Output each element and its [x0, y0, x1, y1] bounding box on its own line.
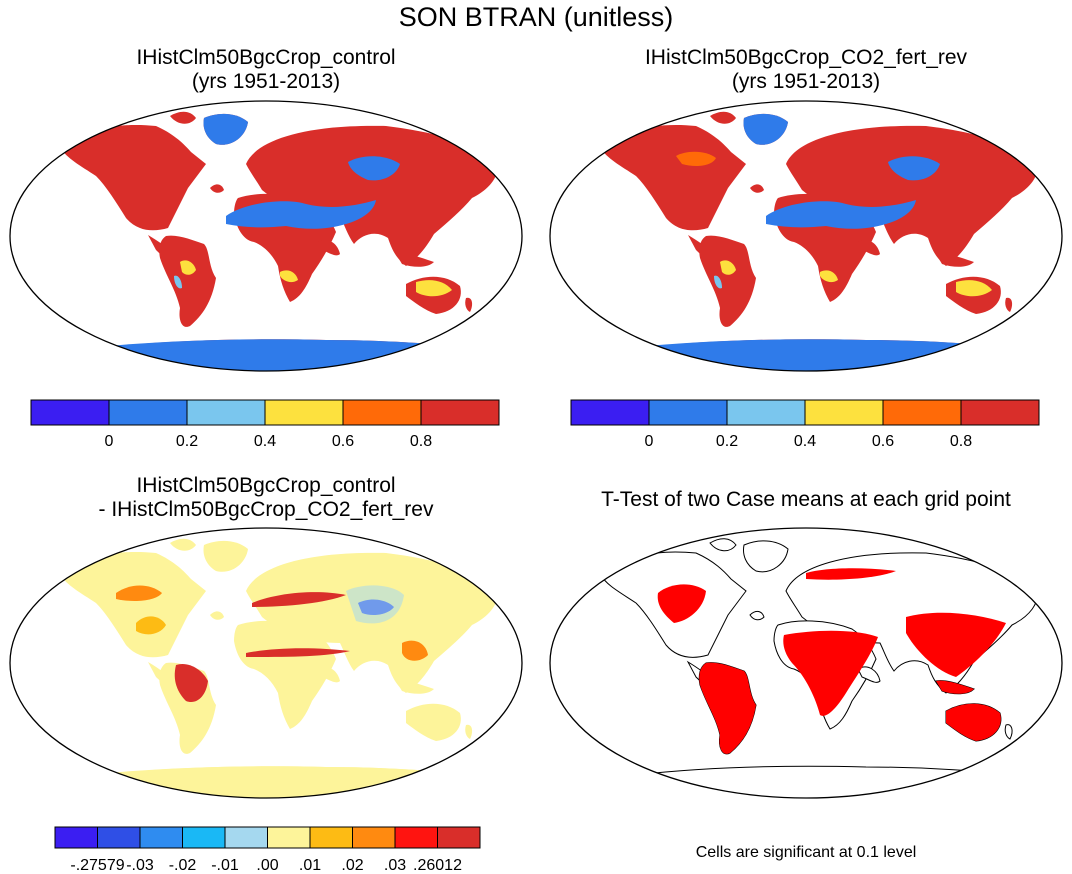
map-panel-4 [549, 527, 1063, 799]
panel-1-title: IHistClm50BgcCrop_control (yrs 1951-2013… [16, 46, 516, 94]
colorbar-diff-swatch-6 [309, 826, 353, 849]
colorbar-1-swatch-1 [108, 399, 188, 426]
colorbar-2-swatch-0 [570, 399, 650, 426]
colorbar-1-swatch-3 [264, 399, 344, 426]
panel-2-title-line1: IHistClm50BgcCrop_CO2_fert_rev [644, 46, 968, 69]
colorbar-diff-label-2: -.02 [169, 857, 197, 874]
colorbar-diff-swatch-4 [224, 826, 268, 849]
colorbar-1-swatch-0 [30, 399, 110, 426]
colorbar-1-label-3: 0.6 [332, 433, 354, 450]
panel-4-title-line1: T-Test of two Case means at each grid po… [601, 488, 1011, 511]
panel-3-title: IHistClm50BgcCrop_control - IHistClm50Bg… [16, 474, 516, 522]
panel-2-title-line2: (yrs 1951-2013) [731, 70, 881, 93]
panel-1-title-line2: (yrs 1951-2013) [191, 70, 341, 93]
colorbar-2-label-3: 0.6 [872, 433, 894, 450]
colorbar-diff-label-4: .00 [256, 857, 278, 874]
colorbar-diff-swatch-5 [267, 826, 311, 849]
colorbar-difference: -.27579 -.03 -.02 -.01 .00 .01 .02 .03 .26012 [54, 826, 481, 874]
panel-3-title-line1: IHistClm50BgcCrop_control [136, 474, 396, 497]
colorbar-1-label-4: 0.8 [410, 433, 432, 450]
colorbar-2-swatch-4 [882, 399, 962, 426]
colorbar-2-label-0: 0 [645, 433, 654, 450]
colorbar-2-label-2: 0.4 [794, 433, 816, 450]
colorbar-diff-swatch-0 [54, 826, 98, 849]
map-panel-1 [9, 100, 523, 372]
colorbar-2-label-4: 0.8 [950, 433, 972, 450]
colorbar-diff-swatch-9 [437, 826, 481, 849]
colorbar-1-swatch-2 [186, 399, 266, 426]
colorbar-diff-swatch-7 [352, 826, 396, 849]
panel-1-title-line1: IHistClm50BgcCrop_control [136, 46, 396, 69]
panel-3-title-line2: - IHistClm50BgcCrop_CO2_fert_rev [98, 498, 434, 521]
colorbar-1-label-2: 0.4 [254, 433, 276, 450]
colorbar-diff-swatch-8 [394, 826, 438, 849]
colorbar-2-swatch-5 [960, 399, 1040, 426]
colorbar-diff-label-8: .26012 [413, 857, 462, 874]
colorbar-diff-swatch-1 [97, 826, 141, 849]
panel-4-title: T-Test of two Case means at each grid po… [540, 488, 1072, 512]
colorbar-diff-label-3: -.01 [211, 857, 239, 874]
colorbar-1-swatch-4 [342, 399, 422, 426]
colorbar-diff-label-5: .01 [299, 857, 321, 874]
colorbar-1-swatch-5 [420, 399, 500, 426]
colorbar-panel-1: 0 0.2 0.4 0.6 0.8 [30, 399, 500, 450]
colorbar-diff-label-0: -.27579 [70, 857, 124, 874]
significance-note: Cells are significant at 0.1 level [695, 844, 917, 861]
panel-2-title: IHistClm50BgcCrop_CO2_fert_rev (yrs 1951… [556, 46, 1056, 94]
colorbar-1-label-0: 0 [105, 433, 114, 450]
colorbar-1-label-1: 0.2 [176, 433, 198, 450]
colorbar-panel-2: 0 0.2 0.4 0.6 0.8 [570, 399, 1040, 450]
figure-title: SON BTRAN (unitless) [398, 2, 674, 32]
map-panel-3 [9, 527, 523, 799]
colorbar-2-swatch-2 [726, 399, 806, 426]
colorbar-diff-label-1: -.03 [126, 857, 154, 874]
colorbar-diff-label-7: .03 [384, 857, 406, 874]
colorbar-diff-label-6: .02 [341, 857, 363, 874]
colorbar-2-label-1: 0.2 [716, 433, 738, 450]
colorbar-diff-swatch-2 [139, 826, 183, 849]
map-panel-2 [549, 100, 1063, 372]
colorbar-2-swatch-3 [804, 399, 884, 426]
colorbar-2-swatch-1 [648, 399, 728, 426]
colorbar-diff-swatch-3 [182, 826, 226, 849]
